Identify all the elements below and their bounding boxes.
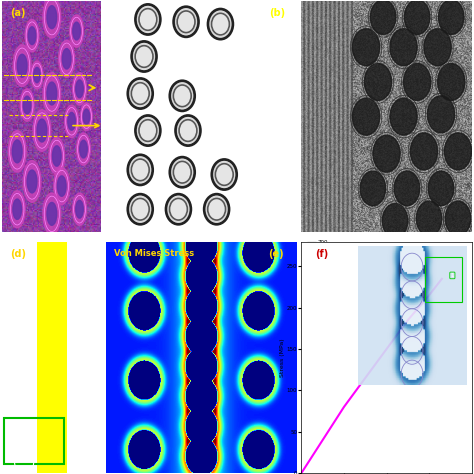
Text: Von Mises Stress: Von Mises Stress [113,248,194,257]
Text: (f): (f) [315,248,328,259]
Circle shape [129,196,151,222]
Text: (b): (b) [269,8,285,18]
Text: (a): (a) [10,8,26,18]
Circle shape [129,157,151,183]
Circle shape [81,103,92,130]
Circle shape [365,64,392,100]
Circle shape [77,133,91,165]
Circle shape [177,118,199,144]
Text: (e): (e) [268,248,283,259]
Circle shape [12,140,22,163]
Circle shape [20,89,34,121]
Circle shape [390,98,417,135]
Circle shape [59,40,74,77]
Circle shape [64,105,79,137]
Circle shape [73,22,81,40]
Circle shape [25,19,39,52]
Circle shape [70,15,83,47]
Circle shape [76,201,83,218]
Circle shape [80,140,87,158]
Circle shape [37,119,47,142]
Circle shape [353,98,380,135]
Text: (d): (d) [10,248,26,259]
Circle shape [68,112,75,130]
Circle shape [42,329,62,376]
Circle shape [370,0,396,35]
Circle shape [27,170,37,193]
Bar [4,418,64,464]
Circle shape [49,137,64,174]
Circle shape [137,118,159,144]
Circle shape [33,109,51,151]
Circle shape [47,6,57,28]
Circle shape [73,73,86,105]
Circle shape [445,201,471,236]
Circle shape [23,161,41,202]
Circle shape [83,109,90,124]
Circle shape [57,176,66,196]
Circle shape [9,130,26,172]
Circle shape [445,133,472,170]
Circle shape [172,159,193,185]
Circle shape [73,193,86,226]
Circle shape [353,29,380,66]
Circle shape [416,201,442,236]
Circle shape [34,67,40,82]
Circle shape [76,80,83,98]
Circle shape [382,203,408,238]
Circle shape [43,0,61,38]
Y-axis label: Stress (MPa): Stress (MPa) [280,338,285,377]
Circle shape [47,82,57,105]
Bar [37,242,67,473]
Circle shape [17,55,27,77]
Circle shape [62,49,71,69]
Circle shape [175,9,197,35]
Circle shape [13,199,21,219]
Circle shape [42,369,62,415]
Circle shape [172,83,193,109]
Circle shape [28,27,36,45]
Circle shape [428,171,454,206]
Circle shape [43,193,61,235]
Circle shape [129,81,151,107]
Circle shape [13,45,31,87]
Circle shape [206,196,228,222]
Circle shape [9,191,25,228]
Circle shape [137,7,159,32]
Circle shape [42,410,62,457]
Circle shape [373,135,400,172]
Circle shape [394,171,419,206]
Circle shape [23,96,31,114]
Circle shape [428,96,455,133]
Circle shape [210,11,231,37]
Circle shape [424,29,451,66]
Circle shape [42,288,62,334]
Circle shape [43,73,61,114]
Circle shape [53,146,61,166]
Circle shape [403,64,431,100]
Circle shape [168,196,189,222]
Circle shape [214,162,235,187]
Circle shape [54,168,70,205]
Circle shape [410,133,438,170]
Circle shape [390,29,417,66]
Circle shape [360,171,386,206]
Circle shape [42,246,62,292]
Circle shape [47,202,57,225]
Circle shape [404,0,430,35]
Circle shape [31,61,43,89]
Circle shape [438,0,464,35]
Circle shape [438,64,465,100]
Circle shape [133,44,155,69]
